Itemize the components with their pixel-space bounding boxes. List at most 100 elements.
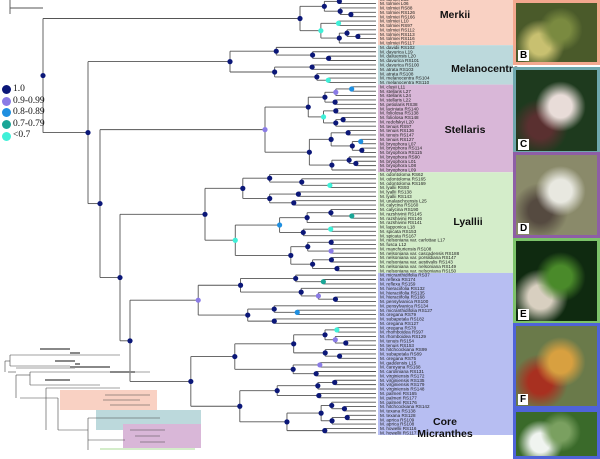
- support-node: [276, 222, 283, 228]
- clade-label: Lyallii: [453, 216, 482, 228]
- inset-collapsed-clade: [110, 371, 135, 373]
- support-node: [341, 406, 348, 412]
- tip-label: M. laciniata RS140: [380, 106, 419, 111]
- tip-label: M. reflexa RS159: [380, 281, 416, 286]
- legend-dot: [2, 108, 11, 118]
- legend-item: <0.7: [2, 130, 45, 142]
- support-node: [317, 362, 323, 368]
- tip-label: M. davurica RS100: [380, 62, 420, 67]
- support-node: [336, 35, 342, 41]
- support-node: [297, 15, 303, 22]
- tip-label: M. rhomboidea RS97: [380, 330, 424, 335]
- support-node: [309, 64, 315, 70]
- clade-band-stellaris: [378, 84, 513, 173]
- support-node: [304, 215, 310, 221]
- tip-label: M. pensylvanica RS100: [380, 299, 429, 304]
- support-node: [337, 8, 343, 14]
- tip-label: M. micranthidifolia RS37: [380, 273, 430, 278]
- tip-label: M. razshivinii RS141: [380, 220, 422, 225]
- legend-item: 0.9-0.99: [2, 96, 45, 108]
- support-node: [315, 383, 321, 389]
- inset-band-stellaris: [123, 424, 201, 448]
- tip-label: M. nelsoniana var. nelsoniana RS149: [380, 264, 457, 269]
- support-node: [237, 403, 243, 409]
- support-node: [316, 392, 322, 399]
- tip-label: M. oregana RS78: [380, 325, 416, 330]
- tip-label: M. palmeri RS165: [380, 391, 417, 396]
- legend-label: 0.8-0.89: [13, 107, 45, 118]
- support-node: [322, 428, 328, 434]
- tip-label: M. razshivinii RS145: [380, 211, 422, 216]
- tip-label: M. tolmiei L06: [380, 1, 409, 6]
- legend-dot: [2, 131, 11, 141]
- legend-item: 1.0: [2, 84, 45, 96]
- support-node: [348, 11, 354, 18]
- support-node: [262, 127, 268, 133]
- tip-label: M. tenuis RS136: [380, 128, 414, 133]
- tip-label: M. bryophora L07: [380, 141, 416, 146]
- tip-label: M. odontoloma RS62: [380, 172, 424, 177]
- support-node: [325, 77, 331, 83]
- support-node: [318, 28, 324, 34]
- support-node: [284, 419, 290, 425]
- tip-label: M. reflexa RS174: [380, 277, 416, 282]
- support-node: [245, 312, 251, 318]
- support-node: [306, 149, 312, 155]
- tip-label: M. foliolosa RS138: [380, 111, 419, 116]
- tip-label: M. odontoloma RS169: [380, 181, 426, 186]
- tip-label: M. bryophora L01: [380, 159, 416, 164]
- support-node: [318, 410, 324, 416]
- tip-label: M. virginiensis RS179: [380, 382, 425, 387]
- support-node: [325, 55, 332, 61]
- support-node: [355, 33, 361, 40]
- support-node: [293, 275, 299, 282]
- support-node: [188, 378, 194, 385]
- inset-collapsed-clade: [55, 360, 75, 362]
- support-node: [332, 296, 339, 302]
- support-node: [359, 147, 365, 153]
- support-node: [290, 366, 296, 372]
- support-node: [334, 327, 340, 333]
- tip-label: M. bryophora L09: [380, 168, 416, 173]
- tip-label: M. hieraciifolia RS168: [380, 295, 425, 300]
- inset-collapsed-clade: [70, 366, 110, 368]
- support-node: [315, 293, 321, 299]
- tip-label: M. tolmiei RS97: [380, 23, 413, 28]
- legend-label: 1.0: [13, 84, 25, 94]
- support-node: [353, 160, 359, 167]
- tip-label: M. razshivinii RS146: [380, 216, 422, 221]
- support-node: [195, 297, 201, 303]
- support-node: [127, 338, 133, 344]
- tip-label: M. oregana RS127: [380, 321, 419, 326]
- support-node: [333, 108, 339, 114]
- tip-label: M. redofskyi L20: [380, 119, 414, 124]
- tip-label: M. palmeri RS176: [380, 400, 417, 405]
- support-node: [329, 162, 335, 168]
- panel-letter: F: [518, 394, 529, 405]
- tip-label: M. petiolaris RS38: [380, 102, 418, 107]
- tip-label: M. daliuensis L20: [380, 54, 416, 59]
- inset-collapsed-clade: [45, 379, 70, 381]
- support-node: [300, 229, 306, 236]
- plant-photo-f: F: [513, 323, 600, 409]
- support-node: [328, 226, 334, 232]
- tip-label: M. rhomboidea RS129: [380, 334, 426, 339]
- support-node: [345, 130, 351, 136]
- inset-band-lyallii: [100, 448, 195, 450]
- tip-label: M. atrata RS108: [380, 71, 414, 76]
- tip-label: M. careyana RS168: [380, 365, 421, 370]
- panel-letter: C: [518, 139, 530, 150]
- tip-label: M. texana RS128: [380, 413, 416, 418]
- support-node: [332, 337, 338, 343]
- support-node: [298, 289, 304, 295]
- tip-label: M. nelsoniana var. carlottae L17: [380, 238, 446, 243]
- support-dots: [40, 0, 365, 434]
- support-node: [333, 89, 339, 95]
- tip-label: M. oregana RS75: [380, 356, 416, 361]
- tip-label: M. calycina RS190: [380, 207, 419, 212]
- support-node: [232, 353, 238, 360]
- tip-label: M. tolmiei RS166: [380, 14, 415, 19]
- tip-label: M. melanocentra RS110: [380, 80, 430, 85]
- support-node: [344, 414, 350, 421]
